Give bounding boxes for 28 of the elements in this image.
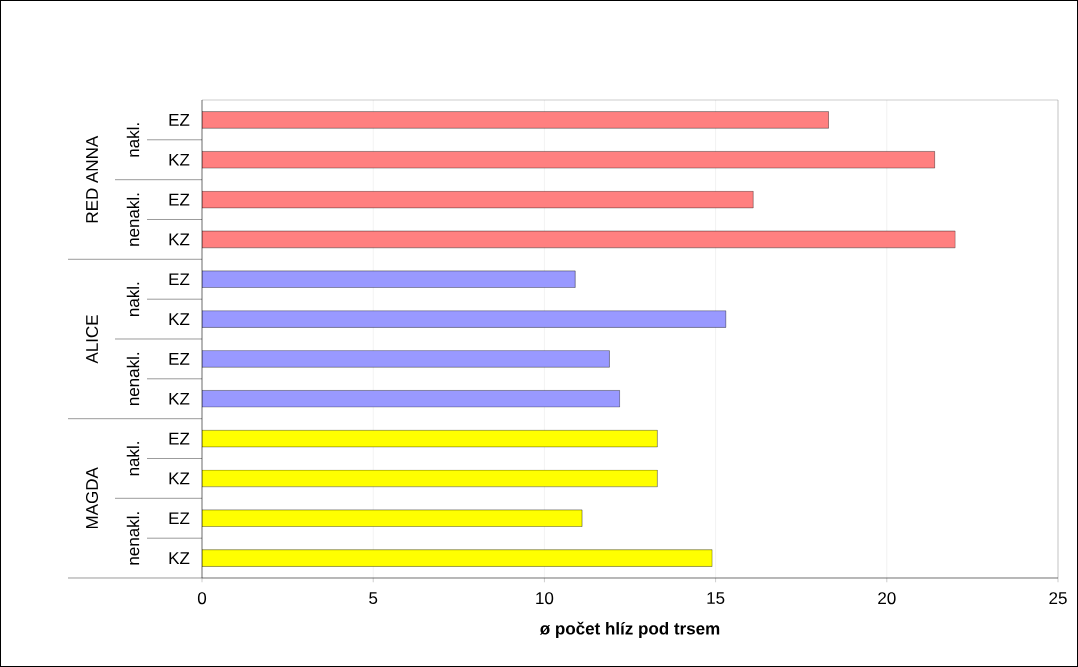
y-tick-label: KZ	[169, 392, 190, 405]
x-tick-label: 15	[707, 592, 725, 605]
text: nakl.	[126, 123, 140, 157]
text: nenakl.	[126, 512, 140, 565]
y-tick-label: KZ	[169, 153, 190, 166]
y-tick-label: KZ	[169, 233, 190, 246]
x-axis-title: ø počet hlíz pod trsem	[539, 621, 720, 638]
text: nenakl.	[126, 193, 140, 246]
text: ALICE	[85, 315, 99, 364]
y-tick-label: KZ	[169, 472, 190, 485]
y-tick-label: EZ	[169, 432, 190, 445]
y-tick-label: KZ	[169, 552, 190, 564]
text: RED ANNA	[86, 135, 98, 223]
x-tick-label: 0	[197, 592, 207, 605]
x-tick-label: 20	[878, 592, 896, 605]
text: nakl.	[126, 282, 140, 317]
y-tick-label: EZ	[169, 114, 190, 126]
x-tick-label: 25	[1049, 592, 1067, 605]
y-tick-label: KZ	[169, 313, 190, 325]
x-tick-label: 10	[536, 592, 554, 605]
text: nakl.	[126, 442, 140, 476]
y-tick-label: EZ	[169, 512, 190, 525]
x-tick-label: 5	[369, 592, 378, 605]
text: MAGDA	[85, 467, 99, 529]
text: nenakl.	[126, 352, 140, 406]
y-tick-label: EZ	[169, 353, 190, 365]
y-tick-label: EZ	[169, 273, 190, 286]
y-tick-label: EZ	[169, 193, 190, 206]
